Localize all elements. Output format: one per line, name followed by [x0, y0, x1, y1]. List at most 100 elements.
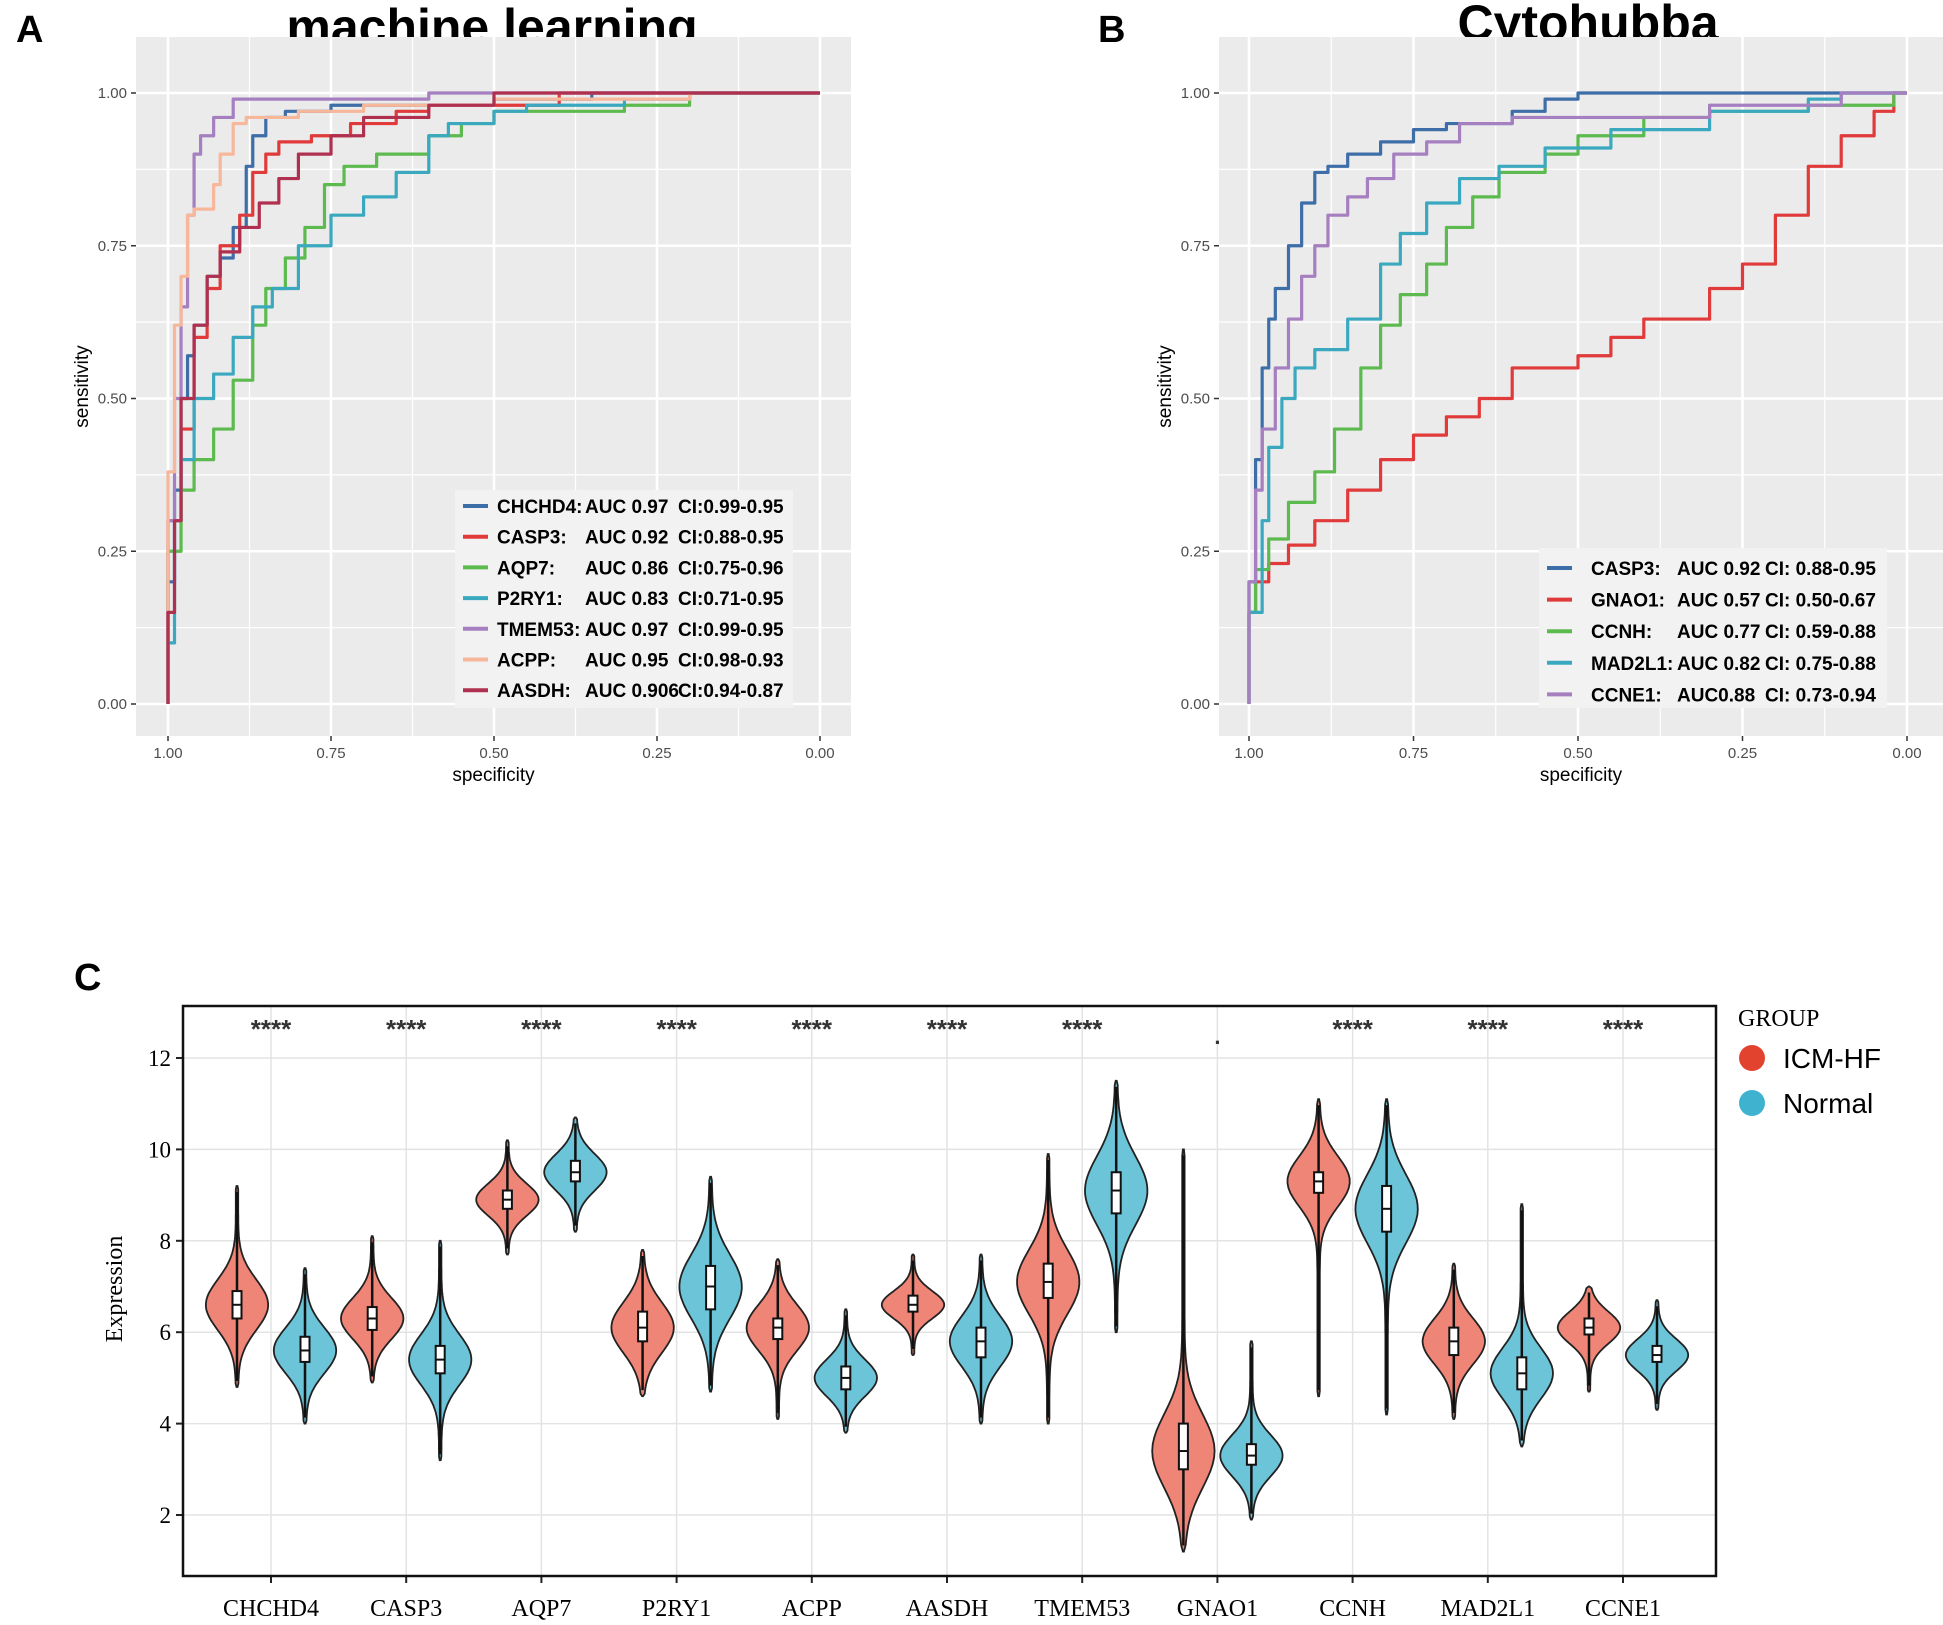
y-axis-label: sensitivity — [1155, 345, 1176, 428]
legend-entry-text: CCNH: — [1591, 622, 1652, 643]
roc-curve-ccne1 — [1247, 91, 1907, 704]
legend-entry-text: CI: 0.50-0.67 — [1765, 591, 1876, 612]
y-tick-label: 0.75 — [98, 238, 127, 255]
legend-entry-text: CI:0.99-0.95 — [678, 497, 784, 518]
panel-label-b: B — [1098, 9, 1125, 51]
legend-title: GROUP — [1738, 1006, 1819, 1032]
plot-border — [181, 1004, 1718, 1578]
x-tick-label: GNAO1 — [1177, 1596, 1258, 1622]
legend-entry-text: CI: 0.59-0.88 — [1765, 622, 1876, 643]
legend-entry-text: GNAO1: — [1591, 591, 1665, 612]
violin-box — [1651, 1344, 1663, 1363]
violin-box — [637, 1310, 649, 1343]
panel-label-a: A — [16, 9, 43, 51]
roc-curve-p2ry1 — [166, 91, 820, 704]
significance-marker: **** — [386, 1014, 427, 1044]
x-tick-label: CCNE1 — [1585, 1596, 1661, 1622]
x-tick-label: MAD2L1 — [1440, 1596, 1535, 1622]
violin-box — [705, 1264, 717, 1311]
y-tick-label: 0.50 — [98, 391, 127, 408]
legend-box — [455, 490, 793, 708]
plot-background — [183, 1006, 1716, 1576]
legend-entry-text: AASDH: — [497, 681, 571, 702]
roc-curve-aasdh — [166, 91, 820, 704]
y-tick-label: 1.00 — [98, 85, 127, 102]
y-tick-label: 0.25 — [98, 543, 127, 560]
legend-label: ICM-HF — [1783, 1043, 1881, 1074]
violin-box — [1245, 1443, 1257, 1466]
significance-marker: **** — [1468, 1014, 1509, 1044]
legend-entry-text: CI:0.98-0.93 — [678, 651, 784, 672]
roc-curve-tmem53 — [166, 91, 820, 704]
legend-entry-text: CI: 0.75-0.88 — [1765, 654, 1876, 675]
significance-marker: . — [1214, 1024, 1220, 1049]
y-tick-label: 8 — [160, 1229, 172, 1254]
y-axis-label: sensitivity — [72, 345, 93, 428]
x-tick-label: 0.50 — [479, 745, 508, 762]
legend-entry-text: AUC 0.92 — [585, 528, 668, 549]
violin-box — [569, 1159, 581, 1183]
significance-marker: **** — [1332, 1014, 1373, 1044]
legend-entry-text: AUC 0.77 — [1677, 622, 1760, 643]
violin-box — [772, 1317, 784, 1341]
y-tick-label: 0.00 — [98, 696, 127, 713]
x-tick-label: 0.75 — [316, 745, 345, 762]
legend-entry-text: CHCHD4: — [497, 497, 583, 518]
legend-entry-text: AUC 0.92 — [1677, 559, 1760, 580]
legend-entry-text: ACPP: — [497, 651, 556, 672]
significance-marker: **** — [792, 1014, 833, 1044]
legend-entry-text: CCNE1: — [1591, 685, 1662, 706]
legend-entry-text: CI: 0.73-0.94 — [1765, 685, 1876, 706]
y-tick-label: 0.75 — [1181, 238, 1210, 255]
legend-entry-text: AUC 0.95 — [585, 651, 669, 672]
significance-marker: **** — [927, 1014, 968, 1044]
violin-box — [907, 1294, 919, 1313]
x-tick-label: CHCHD4 — [223, 1596, 319, 1622]
significance-marker: **** — [1062, 1014, 1103, 1044]
legend-entry-text: CI:0.71-0.95 — [678, 589, 784, 610]
legend-entry-text: CASP3: — [1591, 559, 1661, 580]
roc-curve-gnao1 — [1247, 91, 1907, 704]
violin-box — [1042, 1262, 1054, 1299]
roc-curve-casp3 — [1247, 91, 1907, 704]
significance-marker: **** — [656, 1014, 697, 1044]
y-tick-label: 0.50 — [1181, 391, 1210, 408]
significance-marker: **** — [251, 1014, 292, 1044]
legend-entry-text: CI:0.99-0.95 — [678, 620, 784, 641]
legend-entry-text: CI: 0.88-0.95 — [1765, 559, 1876, 580]
legend-entry-text: TMEM53: — [497, 620, 580, 641]
y-tick-label: 0.25 — [1181, 543, 1210, 560]
y-tick-label: 1.00 — [1181, 85, 1210, 102]
violin-box — [1110, 1171, 1122, 1215]
x-tick-label: 1.00 — [153, 745, 182, 762]
legend-entry-text: CI:0.94-0.87 — [678, 681, 784, 702]
legend-entry-text: AUC 0.86 — [585, 558, 668, 579]
x-tick-label: AQP7 — [511, 1596, 571, 1622]
violin-box — [1177, 1422, 1189, 1471]
legend-entry-text: AUC 0.82 — [1677, 654, 1760, 675]
legend-entry-text: MAD2L1: — [1591, 654, 1673, 675]
x-tick-label: AASDH — [906, 1596, 989, 1622]
panel-label-c: C — [74, 957, 101, 999]
violin-box — [1583, 1317, 1595, 1336]
y-tick-label: 6 — [160, 1320, 172, 1345]
x-tick-label: 0.25 — [1728, 745, 1757, 762]
y-tick-label: 0.00 — [1181, 696, 1210, 713]
legend-entry-text: CI:0.75-0.96 — [678, 558, 784, 579]
x-axis-label: specificity — [452, 765, 535, 786]
y-tick-label: 12 — [148, 1046, 171, 1071]
legend-entry-text: AQP7: — [497, 558, 555, 579]
x-tick-label: 0.50 — [1563, 745, 1592, 762]
legend-entry-text: P2RY1: — [497, 589, 563, 610]
significance-marker: **** — [521, 1014, 562, 1044]
violin-chart-expression: 2 4 6 8 10 12 **** CHCHD4 **** CASP3 **** AQP7 **** P… — [102, 1004, 1881, 1622]
violin-box — [1313, 1171, 1325, 1194]
y-tick-label: 4 — [160, 1412, 172, 1437]
legend-dot-normal — [1739, 1090, 1765, 1116]
x-tick-label: 0.00 — [1892, 745, 1921, 762]
legend-box — [1539, 548, 1887, 708]
x-tick-label: CCNH — [1319, 1596, 1386, 1622]
legend-label: Normal — [1783, 1088, 1873, 1119]
x-tick-label: 0.75 — [1399, 745, 1428, 762]
legend-entry-text: AUC 0.97 — [585, 497, 668, 518]
